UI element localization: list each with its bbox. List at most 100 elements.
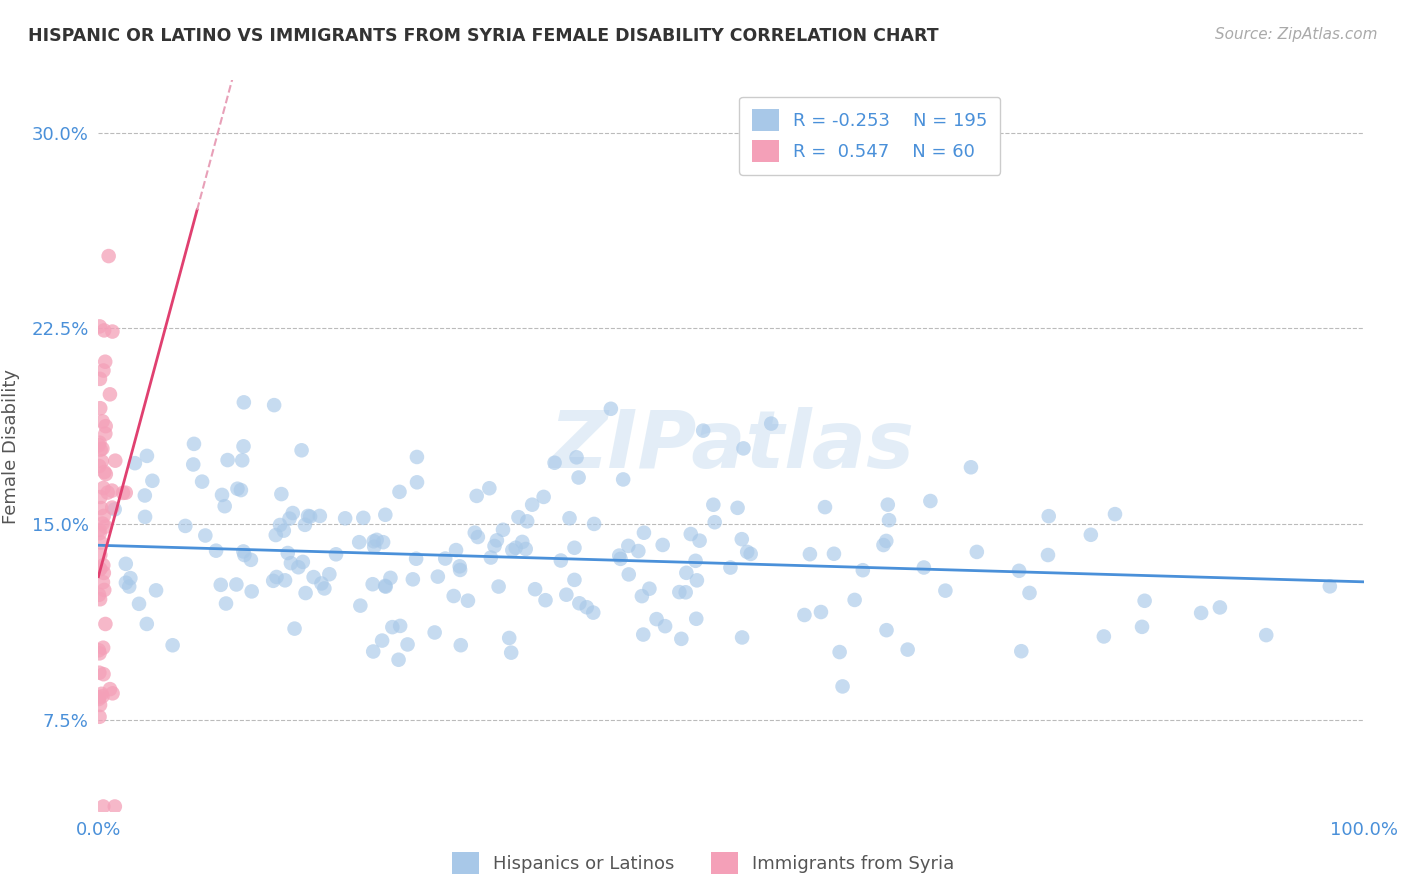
Point [89, 562, 111, 576]
Point [733, 442, 755, 456]
Point [550, 553, 572, 567]
Point [97, 485, 120, 500]
Point [90, 687, 112, 701]
Point [93, 465, 115, 479]
Point [1133, 594, 1156, 608]
Point [104, 799, 127, 814]
Point [405, 551, 427, 566]
Point [141, 474, 163, 488]
Point [134, 488, 156, 502]
Point [484, 539, 506, 553]
Point [485, 533, 508, 548]
Point [568, 596, 591, 610]
Point [617, 567, 640, 582]
Point [488, 580, 510, 594]
Point [94, 419, 117, 434]
Point [104, 453, 127, 467]
Point [239, 553, 262, 567]
Point [114, 557, 136, 571]
Point [510, 535, 533, 549]
Point [101, 500, 124, 515]
Point [283, 622, 305, 636]
Point [91, 575, 114, 590]
Point [374, 579, 396, 593]
Point [94, 426, 117, 441]
Point [371, 535, 394, 549]
Point [308, 508, 330, 523]
Text: ZIPatlas: ZIPatlas [548, 407, 914, 485]
Point [93, 481, 115, 495]
Text: Source: ZipAtlas.com: Source: ZipAtlas.com [1215, 27, 1378, 42]
Point [91, 442, 114, 456]
Point [875, 533, 897, 548]
Point [278, 511, 301, 525]
Point [1092, 630, 1115, 644]
Point [232, 544, 254, 558]
Point [876, 498, 898, 512]
Point [467, 530, 489, 544]
Point [89, 490, 111, 504]
Point [612, 472, 634, 486]
Point [498, 631, 520, 645]
Point [692, 424, 714, 438]
Point [449, 559, 471, 574]
Point [93, 667, 115, 681]
Point [87, 438, 110, 452]
Point [492, 523, 515, 537]
Point [852, 563, 875, 577]
Point [671, 632, 693, 646]
Point [478, 481, 501, 495]
Point [89, 710, 111, 724]
Point [229, 483, 252, 497]
Point [264, 528, 287, 542]
Point [443, 589, 465, 603]
Point [91, 799, 114, 814]
Point [464, 525, 486, 540]
Point [872, 538, 894, 552]
Point [128, 597, 150, 611]
Point [89, 646, 111, 660]
Point [740, 547, 762, 561]
Point [94, 617, 117, 632]
Point [205, 543, 228, 558]
Point [135, 616, 157, 631]
Point [273, 524, 295, 538]
Point [115, 575, 138, 590]
Point [269, 518, 291, 533]
Point [233, 548, 256, 562]
Point [98, 682, 121, 697]
Point [876, 623, 898, 637]
Point [1010, 644, 1032, 658]
Point [844, 593, 866, 607]
Point [145, 583, 167, 598]
Point [686, 574, 709, 588]
Point [638, 582, 661, 596]
Point [262, 574, 284, 588]
Point [426, 569, 449, 583]
Point [134, 509, 156, 524]
Point [388, 484, 411, 499]
Point [91, 689, 114, 703]
Point [558, 511, 581, 525]
Point [89, 372, 111, 386]
Point [118, 580, 141, 594]
Point [232, 395, 254, 409]
Point [374, 508, 396, 522]
Point [731, 631, 754, 645]
Point [1008, 564, 1031, 578]
Point [363, 540, 385, 554]
Point [444, 543, 467, 558]
Point [89, 435, 111, 450]
Point [226, 482, 249, 496]
Point [87, 643, 110, 657]
Point [920, 494, 942, 508]
Point [402, 572, 425, 586]
Point [966, 545, 988, 559]
Point [651, 538, 673, 552]
Point [450, 638, 472, 652]
Point [347, 535, 370, 549]
Point [575, 600, 598, 615]
Point [90, 501, 112, 516]
Point [97, 249, 120, 263]
Point [555, 588, 578, 602]
